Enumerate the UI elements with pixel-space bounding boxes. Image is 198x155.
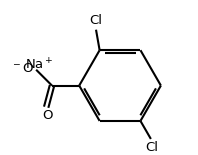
- Text: Cl: Cl: [89, 14, 103, 27]
- Text: $^-$O: $^-$O: [11, 62, 34, 75]
- Text: O: O: [43, 109, 53, 122]
- Text: Na$^+$: Na$^+$: [25, 57, 53, 72]
- Text: Cl: Cl: [145, 141, 158, 154]
